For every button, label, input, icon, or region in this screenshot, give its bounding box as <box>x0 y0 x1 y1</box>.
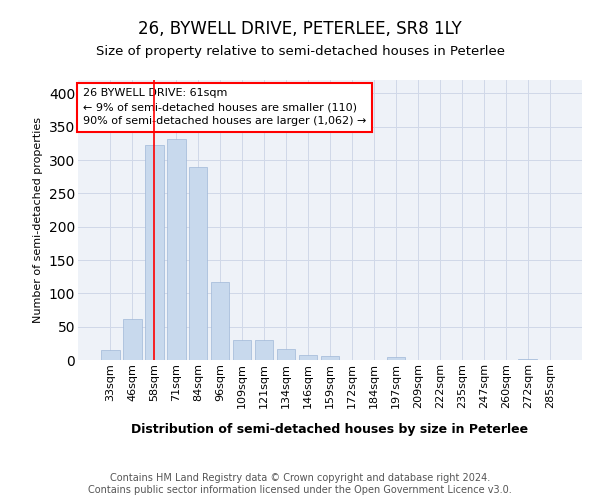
Text: 26 BYWELL DRIVE: 61sqm
← 9% of semi-detached houses are smaller (110)
90% of sem: 26 BYWELL DRIVE: 61sqm ← 9% of semi-deta… <box>83 88 367 126</box>
Y-axis label: Number of semi-detached properties: Number of semi-detached properties <box>33 117 43 323</box>
Bar <box>101 350 119 360</box>
Bar <box>299 356 317 360</box>
Bar <box>233 340 251 360</box>
Bar <box>255 340 274 360</box>
Bar <box>189 166 208 360</box>
Bar <box>167 138 185 360</box>
Bar <box>277 350 295 360</box>
Text: Size of property relative to semi-detached houses in Peterlee: Size of property relative to semi-detach… <box>95 45 505 58</box>
Bar <box>386 358 405 360</box>
Text: Distribution of semi-detached houses by size in Peterlee: Distribution of semi-detached houses by … <box>131 422 529 436</box>
Bar <box>211 282 229 360</box>
Text: Contains HM Land Registry data © Crown copyright and database right 2024.
Contai: Contains HM Land Registry data © Crown c… <box>88 474 512 495</box>
Text: 26, BYWELL DRIVE, PETERLEE, SR8 1LY: 26, BYWELL DRIVE, PETERLEE, SR8 1LY <box>138 20 462 38</box>
Bar <box>123 318 142 360</box>
Bar <box>518 358 537 360</box>
Bar <box>145 146 164 360</box>
Bar <box>320 356 340 360</box>
